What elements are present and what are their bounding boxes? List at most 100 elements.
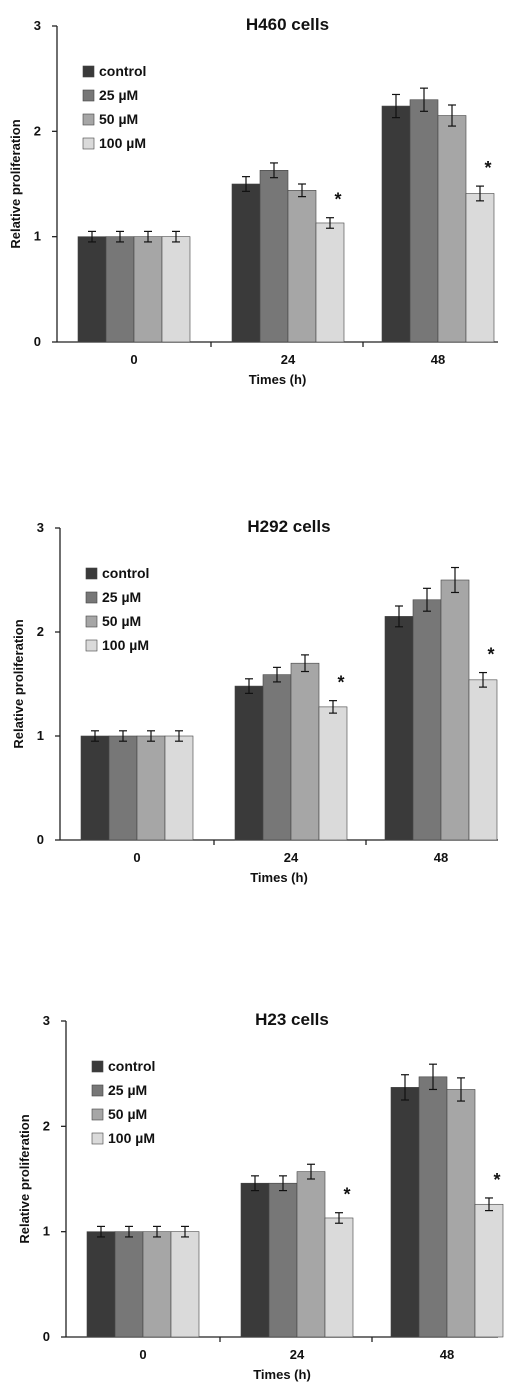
bar-control-24 — [231, 183, 261, 343]
significance-star: * — [337, 673, 344, 693]
legend-label: 50 µM — [102, 613, 141, 629]
bar-25m-24 — [259, 170, 289, 343]
x-tick-label: 24 — [284, 850, 299, 865]
bar-25m-0 — [108, 735, 138, 841]
legend-swatch — [82, 137, 95, 150]
x-axis-label: Times (h) — [249, 372, 307, 387]
bar-control-24 — [240, 1182, 270, 1338]
chart-title: H23 cells — [255, 1010, 329, 1029]
y-axis-label: Relative proliferation — [11, 619, 26, 748]
bar-100m-24 — [315, 222, 345, 343]
legend-label: 50 µM — [99, 111, 138, 127]
y-tick-label: 0 — [37, 832, 44, 847]
bar-100m-0 — [164, 735, 194, 841]
y-tick-label: 2 — [43, 1118, 50, 1133]
legend-swatch — [91, 1084, 104, 1097]
bar-100m-0 — [161, 236, 191, 343]
significance-star: * — [484, 158, 491, 178]
y-tick-label: 0 — [34, 334, 41, 349]
bar-control-0 — [80, 735, 110, 841]
y-axis-label: Relative proliferation — [8, 119, 23, 248]
y-tick-label: 3 — [43, 1013, 50, 1028]
bar-50m-24 — [296, 1171, 326, 1338]
x-axis-label: Times (h) — [250, 870, 308, 885]
legend-swatch — [82, 65, 95, 78]
y-tick-label: 2 — [37, 624, 44, 639]
bar-25m-0 — [114, 1231, 144, 1338]
bar-100m-0 — [170, 1231, 200, 1338]
y-tick-label: 3 — [37, 520, 44, 535]
bar-50m-0 — [133, 236, 163, 343]
y-axis-label: Relative proliferation — [17, 1114, 32, 1243]
y-tick-label: 2 — [34, 123, 41, 138]
y-tick-label: 1 — [34, 229, 41, 244]
bar-25m-24 — [268, 1182, 298, 1338]
legend-label: 100 µM — [99, 135, 146, 151]
legend-label: control — [102, 565, 149, 581]
legend-swatch — [85, 615, 98, 628]
legend-label: 100 µM — [108, 1130, 155, 1146]
significance-star: * — [334, 190, 341, 210]
significance-star: * — [493, 1170, 500, 1190]
x-tick-label: 0 — [139, 1347, 146, 1362]
legend-label: control — [108, 1058, 155, 1074]
x-tick-label: 48 — [431, 352, 445, 367]
legend-label: 25 µM — [108, 1082, 147, 1098]
bar-25m-0 — [105, 236, 135, 343]
y-tick-label: 1 — [43, 1224, 50, 1239]
legend-swatch — [82, 113, 95, 126]
bar-control-0 — [86, 1231, 116, 1338]
bar-control-48 — [381, 105, 411, 343]
x-tick-label: 0 — [130, 352, 137, 367]
bar-50m-48 — [446, 1089, 476, 1338]
y-tick-label: 0 — [43, 1329, 50, 1344]
legend-swatch — [85, 639, 98, 652]
bar-control-48 — [390, 1087, 420, 1338]
legend-swatch — [91, 1060, 104, 1073]
legend-label: 25 µM — [99, 87, 138, 103]
legend-swatch — [82, 89, 95, 102]
bar-25m-48 — [409, 99, 439, 343]
bar-50m-48 — [440, 579, 470, 841]
bar-50m-24 — [287, 190, 317, 343]
legend-label: 100 µM — [102, 637, 149, 653]
legend-swatch — [91, 1132, 104, 1145]
x-tick-label: 24 — [290, 1347, 305, 1362]
significance-star: * — [487, 645, 494, 665]
legend-swatch — [85, 591, 98, 604]
bar-100m-24 — [318, 706, 348, 841]
chart-panel-2: H23 cells 0 1 2 3 Relative proliferation 0 24 48… — [17, 1010, 504, 1382]
x-tick-label: 0 — [133, 850, 140, 865]
bar-50m-0 — [142, 1231, 172, 1338]
legend-label: 50 µM — [108, 1106, 147, 1122]
y-tick-label: 1 — [37, 728, 44, 743]
x-tick-label: 24 — [281, 352, 296, 367]
bar-100m-48 — [468, 679, 498, 841]
bar-25m-48 — [418, 1076, 448, 1338]
bar-50m-24 — [290, 662, 320, 841]
chart-title: H292 cells — [247, 517, 330, 536]
x-tick-label: 48 — [440, 1347, 454, 1362]
y-tick-label: 3 — [34, 18, 41, 33]
bar-100m-48 — [474, 1203, 504, 1338]
chart-panel-1: H292 cells 0 1 2 3 Relative proliferation 0 24 4… — [11, 517, 498, 885]
bar-25m-48 — [412, 599, 442, 841]
bar-control-48 — [384, 616, 414, 841]
bar-control-24 — [234, 685, 264, 841]
x-tick-label: 48 — [434, 850, 448, 865]
legend-swatch — [85, 567, 98, 580]
bar-100m-48 — [465, 193, 495, 343]
legend-label: 25 µM — [102, 589, 141, 605]
bar-control-0 — [77, 236, 107, 343]
chart-panel-0: H460 cells 0 1 2 3 Relative proliferation 0 24 4… — [8, 15, 498, 387]
significance-star: * — [343, 1185, 350, 1205]
legend-swatch — [91, 1108, 104, 1121]
bar-50m-48 — [437, 115, 467, 343]
legend-label: control — [99, 63, 146, 79]
chart-title: H460 cells — [246, 15, 329, 34]
bar-25m-24 — [262, 674, 292, 841]
bar-50m-0 — [136, 735, 166, 841]
x-axis-label: Times (h) — [253, 1367, 311, 1382]
bar-100m-24 — [324, 1217, 354, 1338]
